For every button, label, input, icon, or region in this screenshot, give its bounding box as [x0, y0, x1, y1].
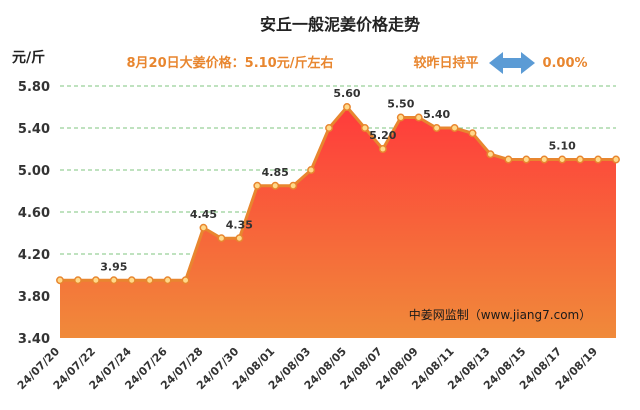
- data-point: [91, 276, 100, 285]
- data-point: [450, 124, 459, 132]
- change-value: 0.00%: [542, 56, 587, 71]
- y-tick-label: 5.00: [18, 164, 50, 179]
- data-point: [235, 234, 244, 243]
- data-label: 5.40: [423, 108, 450, 121]
- data-label: 4.45: [190, 208, 217, 221]
- y-unit-label: 元/斤: [12, 49, 45, 66]
- data-point: [145, 276, 154, 285]
- data-label: 5.60: [333, 87, 360, 100]
- data-point: [540, 155, 549, 164]
- data-point: [414, 113, 423, 122]
- data-point: [325, 124, 333, 132]
- data-label: 3.95: [100, 260, 127, 273]
- data-point: [468, 129, 477, 138]
- data-point: [504, 155, 513, 164]
- y-tick-label: 4.20: [18, 248, 50, 263]
- data-point: [360, 124, 369, 132]
- x-axis-ticks: 24/07/2024/07/2224/07/2424/07/2624/07/28…: [15, 345, 600, 393]
- markers: [56, 103, 620, 285]
- data-point: [343, 103, 351, 111]
- data-point: [486, 150, 495, 159]
- area-fill: [60, 107, 616, 338]
- data-point: [522, 155, 531, 164]
- data-point: [432, 124, 441, 132]
- area-series: [60, 105, 616, 338]
- data-point: [109, 276, 118, 285]
- data-point: [163, 276, 172, 285]
- data-point: [396, 113, 405, 122]
- data-point: [56, 276, 64, 285]
- data-point: [271, 181, 280, 190]
- data-labels: 3.95 4.45 4.35 4.85 5.60 5.20 5.50 5.40 5.10: [100, 87, 576, 273]
- data-point: [253, 181, 262, 190]
- price-note: 8月20日大姜价格：5.10元/斤左右: [127, 55, 334, 71]
- y-tick-label: 5.40: [18, 122, 50, 137]
- y-tick-label: 3.40: [18, 332, 50, 347]
- y-tick-label: 4.60: [18, 206, 50, 221]
- left-right-arrow-icon: [489, 52, 535, 74]
- data-point: [127, 276, 136, 285]
- data-label: 5.10: [549, 140, 576, 153]
- data-point: [378, 145, 387, 153]
- data-label: 4.35: [226, 218, 253, 231]
- data-point: [181, 276, 190, 285]
- data-point: [307, 166, 316, 174]
- y-tick-label: 5.80: [18, 80, 50, 95]
- y-tick-label: 3.80: [18, 290, 50, 305]
- y-axis-ticks: 5.80 5.40 5.00 4.60 4.20 3.80 3.40: [18, 80, 50, 347]
- data-label: 4.85: [262, 166, 289, 179]
- data-label: 5.20: [369, 129, 396, 142]
- data-point: [217, 234, 226, 243]
- data-point: [558, 155, 567, 164]
- data-point: [73, 276, 82, 285]
- data-point: [289, 181, 298, 190]
- data-point: [199, 223, 208, 232]
- data-point: [594, 155, 603, 164]
- chart-title: 安丘一般泥姜价格走势: [260, 15, 420, 34]
- data-point: [612, 155, 620, 164]
- source-watermark: 中姜网监制（www.jiang7.com）: [409, 307, 591, 322]
- data-point: [576, 155, 585, 164]
- data-label: 5.50: [387, 98, 414, 111]
- change-label: 较昨日持平: [413, 55, 478, 71]
